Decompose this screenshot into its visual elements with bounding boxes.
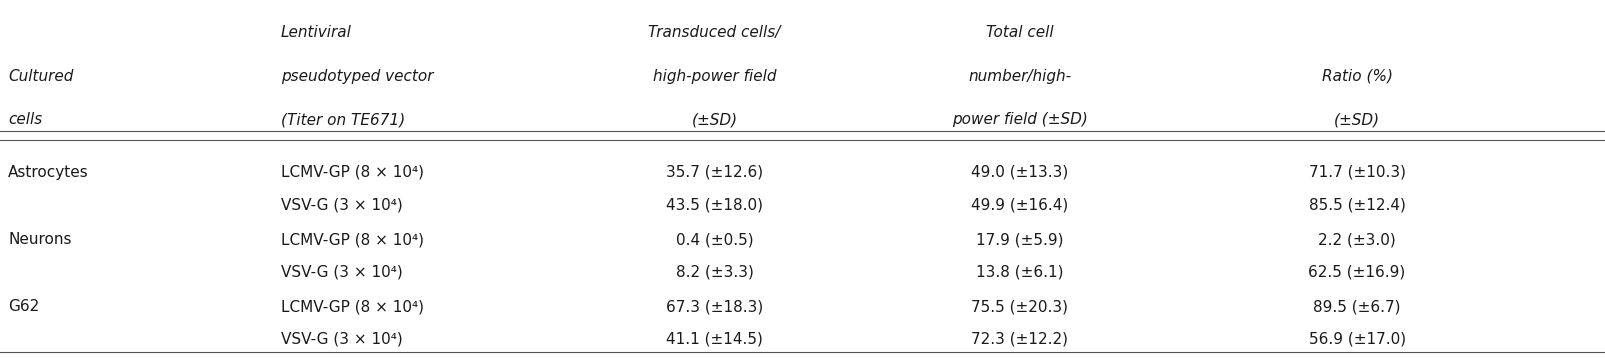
Text: 41.1 (±14.5): 41.1 (±14.5) [666,332,762,347]
Text: Lentiviral: Lentiviral [281,25,351,40]
Text: 75.5 (±20.3): 75.5 (±20.3) [971,299,1067,314]
Text: cells: cells [8,112,42,127]
Text: VSV-G (3 × 10⁴): VSV-G (3 × 10⁴) [281,197,403,213]
Text: Neurons: Neurons [8,232,72,247]
Text: 13.8 (±6.1): 13.8 (±6.1) [976,265,1063,280]
Text: Total cell: Total cell [985,25,1053,40]
Text: (±SD): (±SD) [692,112,737,127]
Text: 49.0 (±13.3): 49.0 (±13.3) [971,165,1067,180]
Text: (Titer on TE671): (Titer on TE671) [281,112,404,127]
Text: power field (±SD): power field (±SD) [952,112,1087,127]
Text: VSV-G (3 × 10⁴): VSV-G (3 × 10⁴) [281,332,403,347]
Text: LCMV-GP (8 × 10⁴): LCMV-GP (8 × 10⁴) [281,165,424,180]
Text: 62.5 (±16.9): 62.5 (±16.9) [1308,265,1404,280]
Text: 49.9 (±16.4): 49.9 (±16.4) [971,197,1067,213]
Text: Astrocytes: Astrocytes [8,165,88,180]
Text: LCMV-GP (8 × 10⁴): LCMV-GP (8 × 10⁴) [281,232,424,247]
Text: high-power field: high-power field [653,69,775,84]
Text: 35.7 (±12.6): 35.7 (±12.6) [666,165,762,180]
Text: 2.2 (±3.0): 2.2 (±3.0) [1318,232,1395,247]
Text: VSV-G (3 × 10⁴): VSV-G (3 × 10⁴) [281,265,403,280]
Text: Ratio (%): Ratio (%) [1321,69,1392,84]
Text: 8.2 (±3.3): 8.2 (±3.3) [676,265,753,280]
Text: number/high-: number/high- [968,69,1071,84]
Text: 0.4 (±0.5): 0.4 (±0.5) [676,232,753,247]
Text: (±SD): (±SD) [1334,112,1379,127]
Text: 85.5 (±12.4): 85.5 (±12.4) [1308,197,1404,213]
Text: G62: G62 [8,299,39,314]
Text: 43.5 (±18.0): 43.5 (±18.0) [666,197,762,213]
Text: pseudotyped vector: pseudotyped vector [281,69,433,84]
Text: 72.3 (±12.2): 72.3 (±12.2) [971,332,1067,347]
Text: LCMV-GP (8 × 10⁴): LCMV-GP (8 × 10⁴) [281,299,424,314]
Text: 71.7 (±10.3): 71.7 (±10.3) [1308,165,1404,180]
Text: 56.9 (±17.0): 56.9 (±17.0) [1308,332,1404,347]
Text: 89.5 (±6.7): 89.5 (±6.7) [1313,299,1400,314]
Text: Cultured: Cultured [8,69,74,84]
Text: Transduced cells/: Transduced cells/ [648,25,780,40]
Text: 67.3 (±18.3): 67.3 (±18.3) [666,299,762,314]
Text: 17.9 (±5.9): 17.9 (±5.9) [976,232,1063,247]
